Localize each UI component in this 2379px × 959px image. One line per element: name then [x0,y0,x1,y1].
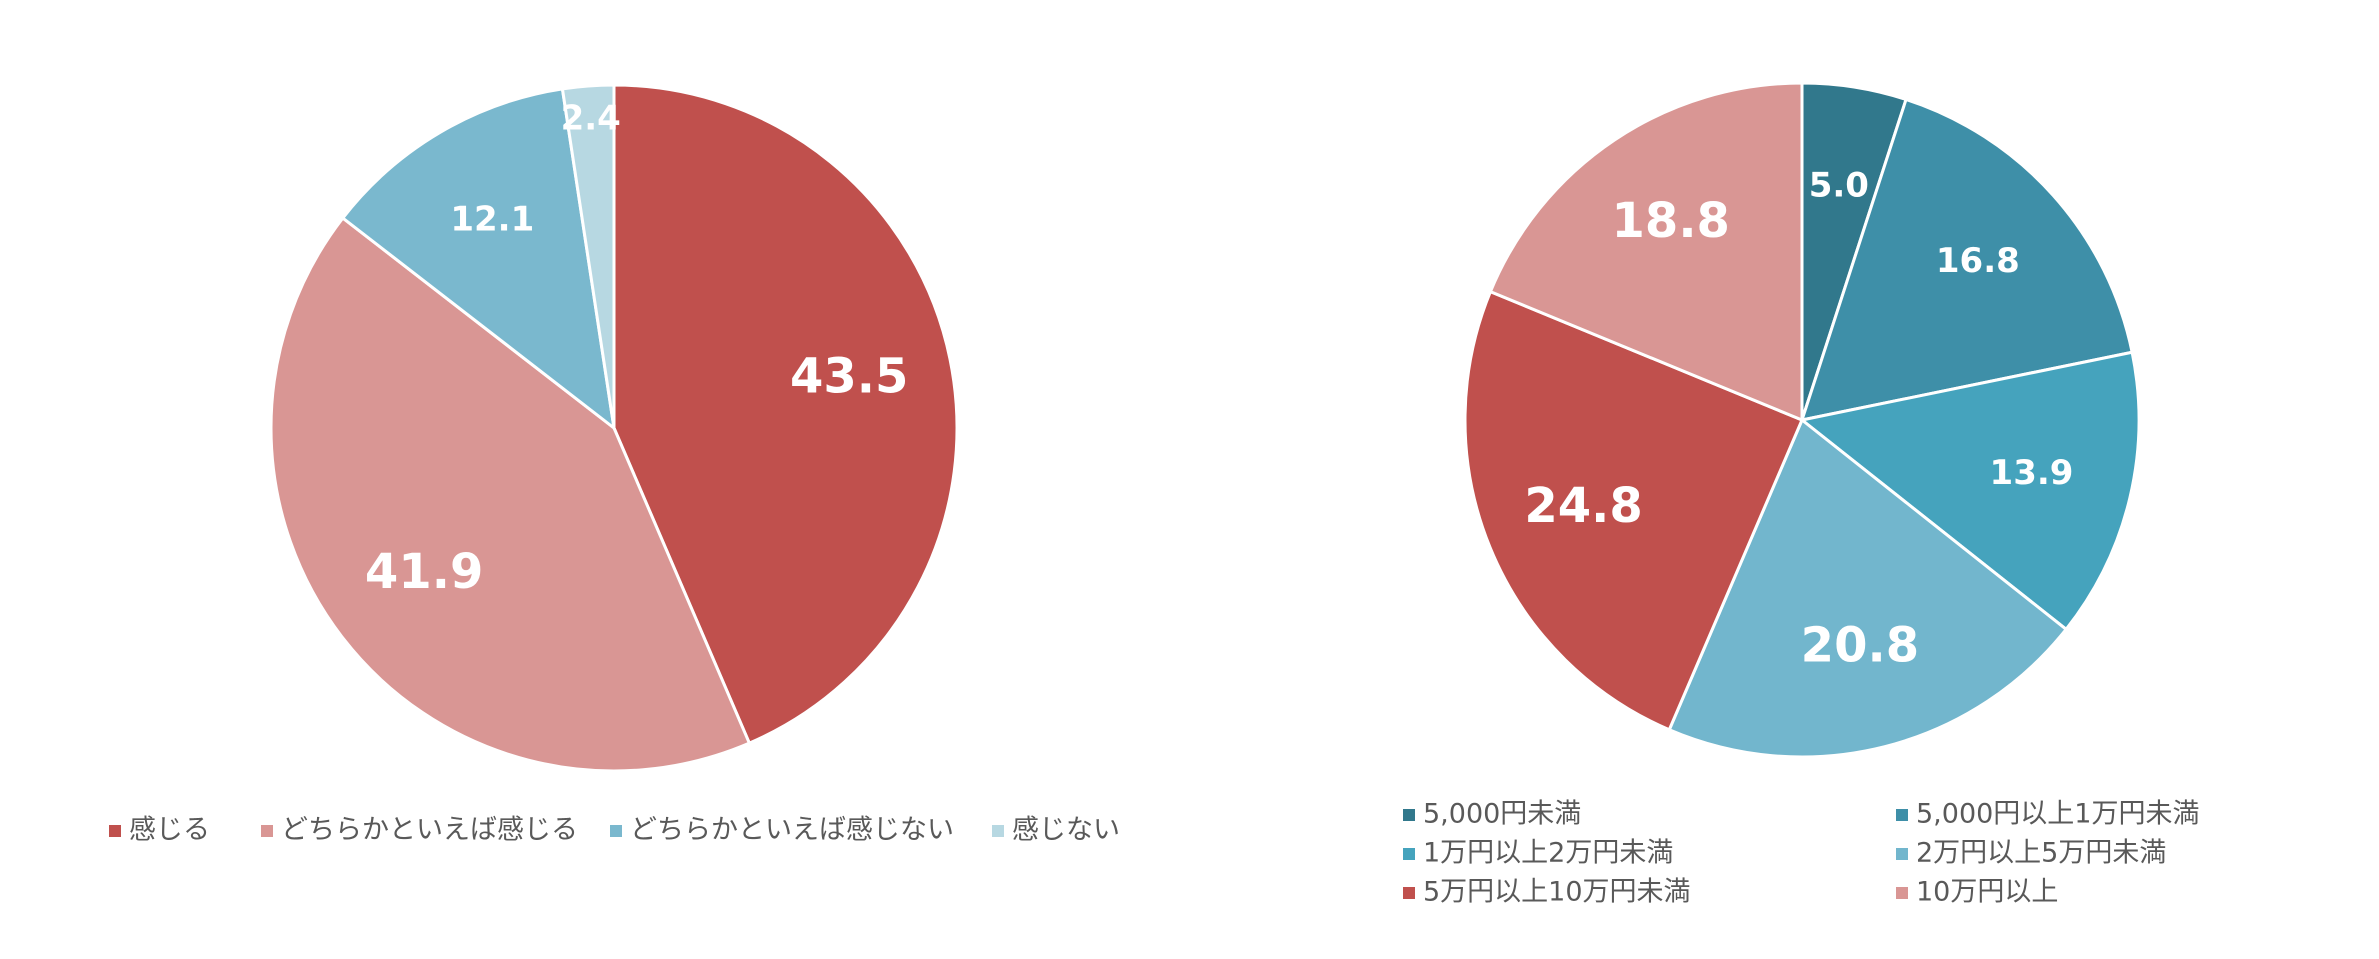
legend-label: 5,000円未満 [1423,799,1581,830]
data-label: 2.4 [561,99,621,139]
data-label: 16.8 [1936,241,2020,281]
data-label: 24.8 [1524,478,1642,534]
legend-swatch [109,825,121,837]
data-label: 12.1 [450,200,534,240]
pie-slice [560,83,616,429]
legend-label: 感じない [1012,815,1120,846]
data-label: 13.9 [1990,453,2074,493]
pie-slice [1799,97,2134,422]
legend-swatch [1403,809,1415,821]
legend-swatch [1403,887,1415,899]
data-label: 5.0 [1809,165,1869,205]
legend-label: 感じる [129,815,210,846]
data-label: 41.9 [365,544,483,600]
legend-swatch [610,825,622,837]
data-label: 20.8 [1801,618,1919,674]
legend-swatch [1896,809,1908,821]
legend-label: 2万円以上5万円未満 [1916,838,2166,869]
pie-slice [1798,350,2141,632]
data-label: 43.5 [790,349,908,405]
pie-slice [1667,417,2069,759]
legend-swatch [1403,848,1415,860]
legend-label: 1万円以上2万円未満 [1423,838,1673,869]
pie-slice [269,215,752,773]
legend-label: どちらかといえば感じない [630,815,954,846]
legend-label: 5,000円以上1万円未満 [1916,799,2199,830]
pie-slice [1488,81,1804,423]
legend-swatch [261,825,273,837]
pie-slice [612,83,959,746]
legend-label: どちらかといえば感じる [281,815,578,846]
data-label: 18.8 [1612,193,1730,249]
pie-slice [1463,289,1804,732]
pie-slice [340,87,617,432]
legend-label: 5万円以上10万円未満 [1423,877,1691,908]
legend-swatch [1896,887,1908,899]
legend-swatch [1896,848,1908,860]
legend-swatch [992,825,1004,837]
legend-label: 10万円以上 [1916,877,2058,908]
